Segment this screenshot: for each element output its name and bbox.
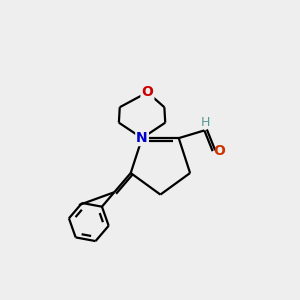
Text: N: N <box>136 131 148 145</box>
Text: H: H <box>201 116 211 129</box>
Text: O: O <box>213 144 225 158</box>
Text: O: O <box>142 85 153 99</box>
